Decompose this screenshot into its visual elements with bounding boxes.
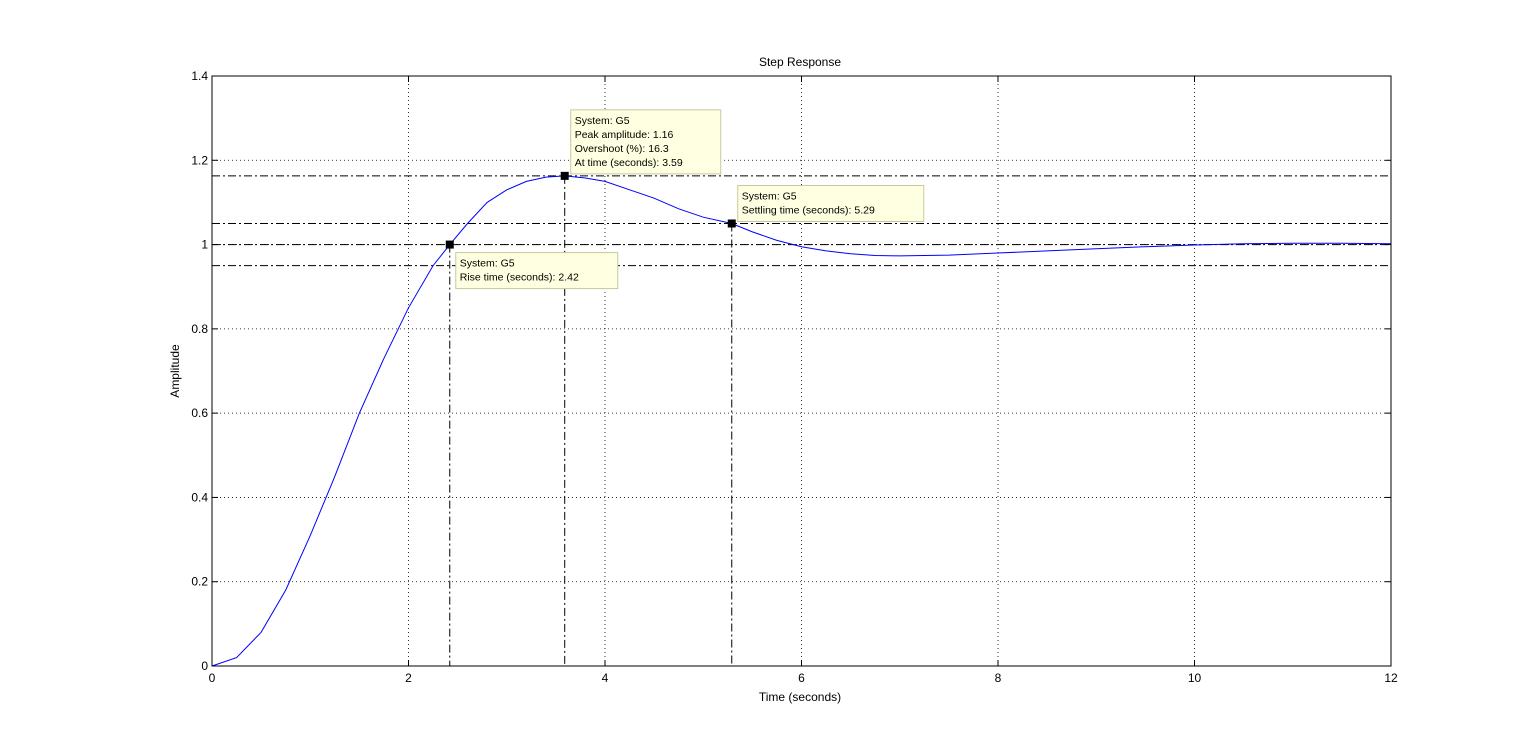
y-tick-label: 0.2 xyxy=(191,575,208,589)
x-tick-label: 8 xyxy=(995,671,1002,685)
data-tip-box xyxy=(455,252,619,290)
data-tip-marker xyxy=(560,171,569,180)
x-tick-label: 2 xyxy=(405,671,412,685)
data-tip-text: System: G5 xyxy=(742,191,797,203)
data-tip[interactable]: System: G5 Settling time (seconds): 5.29 xyxy=(737,185,925,222)
y-axis-label: Amplitude xyxy=(168,344,182,398)
y-tick-label: 0 xyxy=(201,659,208,673)
step-response-line xyxy=(211,175,1392,667)
data-tip-text: Overshoot (%): 16.3 xyxy=(575,143,669,155)
grid xyxy=(212,76,1391,666)
x-tick-label: 12 xyxy=(1384,671,1398,685)
data-tip[interactable]: System: G5 Peak amplitude: 1.16 Overshoot … xyxy=(570,109,722,175)
y-tick-label: 0.6 xyxy=(191,406,208,420)
chart-title: Step Response xyxy=(759,55,841,69)
x-tick-label: 6 xyxy=(798,671,805,685)
x-tick-label: 10 xyxy=(1188,671,1202,685)
data-tip-marker xyxy=(727,219,736,228)
ticks: 0 2 4 6 8 10 12 0 0.2 0.4 0.6 0.8 1 1.2 1.4 xyxy=(191,69,1398,685)
data-tip-box xyxy=(570,109,722,175)
data-tip-marker xyxy=(445,240,454,249)
y-tick-label: 1.4 xyxy=(191,69,208,83)
data-tip-text: System: G5 xyxy=(460,258,515,270)
data-tip-text: Peak amplitude: 1.16 xyxy=(575,129,674,141)
data-tip-text: At time (seconds): 3.59 xyxy=(575,157,683,169)
series xyxy=(211,175,1392,667)
x-tick-label: 4 xyxy=(602,671,609,685)
data-tip[interactable]: System: G5 Rise time (seconds): 2.42 xyxy=(455,252,619,290)
data-tip-box xyxy=(737,185,925,222)
y-tick-label: 0.8 xyxy=(191,322,208,336)
x-tick-label: 0 xyxy=(209,671,216,685)
y-tick-label: 1 xyxy=(201,238,208,252)
y-tick-label: 0.4 xyxy=(191,490,208,504)
markers xyxy=(445,171,736,249)
data-tip-text: Settling time (seconds): 5.29 xyxy=(742,205,875,217)
y-tick-label: 1.2 xyxy=(191,153,208,167)
data-tip-text: Rise time (seconds): 2.42 xyxy=(460,272,579,284)
x-axis-label: Time (seconds) xyxy=(759,690,841,704)
data-tip-text: System: G5 xyxy=(575,115,630,127)
